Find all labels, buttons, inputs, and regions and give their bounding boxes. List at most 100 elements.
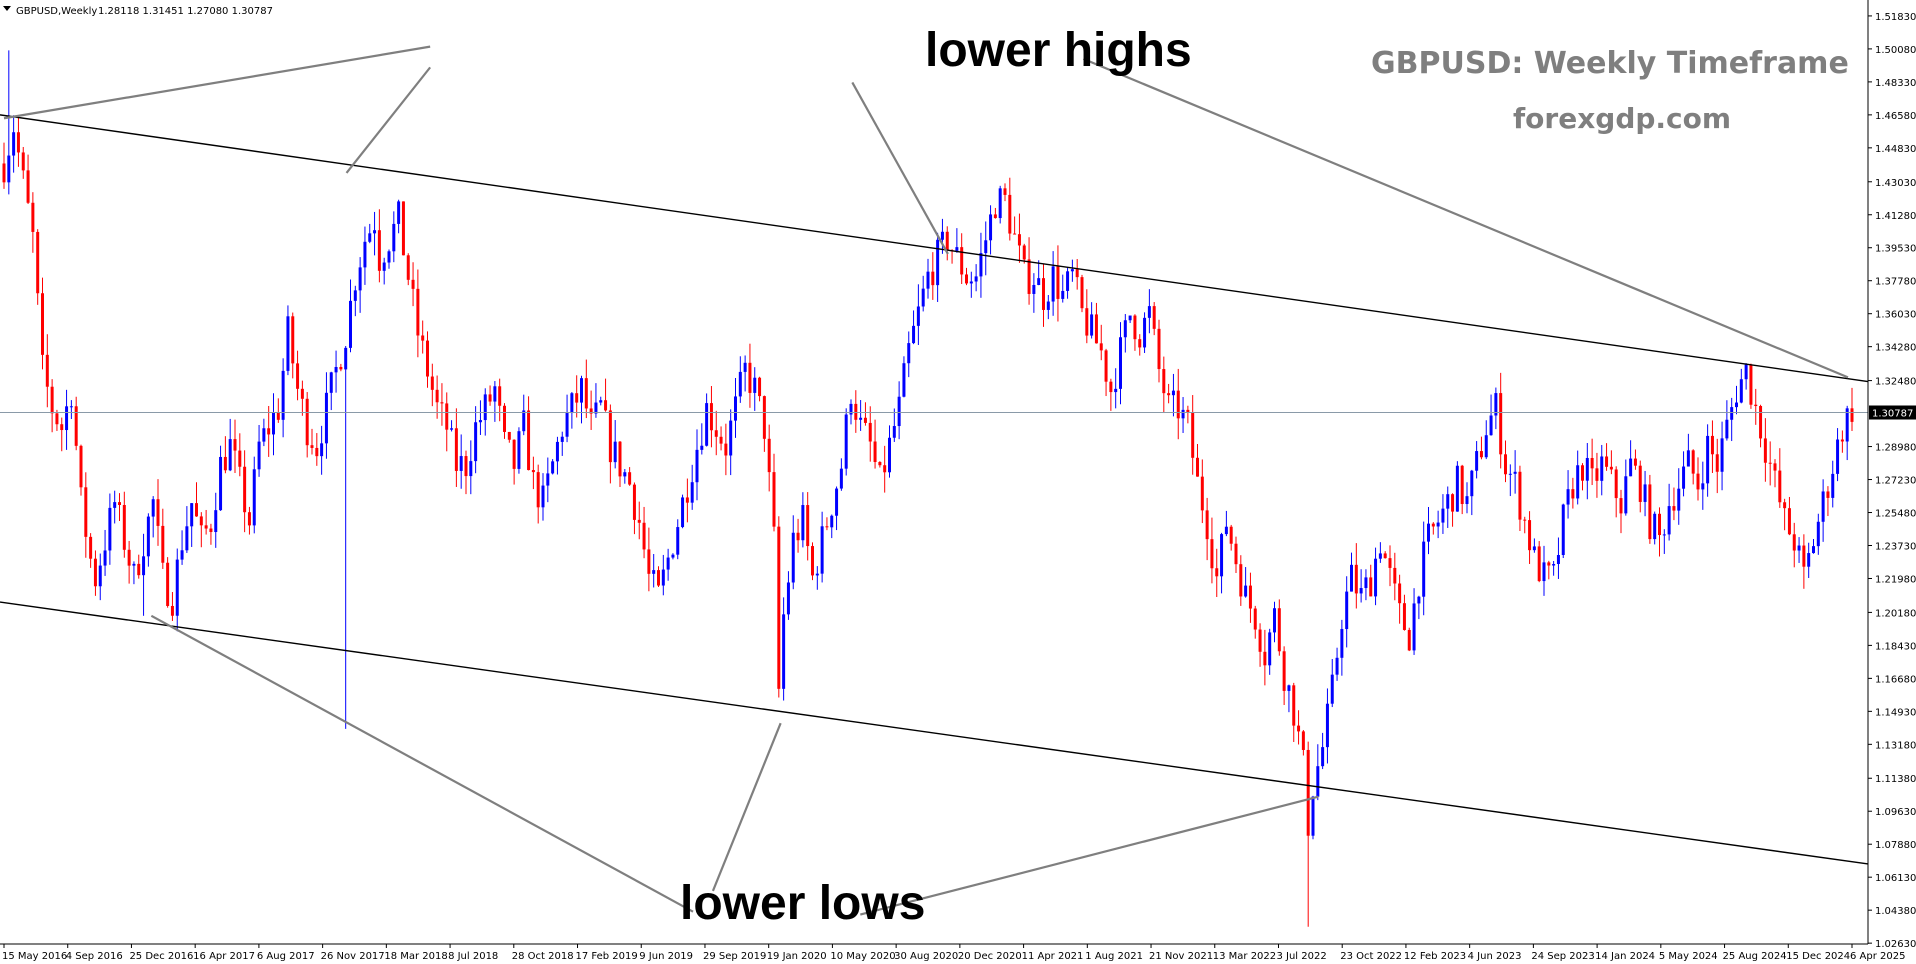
candle-body [1677,488,1681,511]
candle-body [748,362,752,393]
chart-title: GBPUSD: Weekly Timeframe [1371,46,1849,81]
candle-body [1273,608,1276,633]
candle-body [998,188,1002,219]
candle-body [1590,457,1594,469]
candle-body [1759,406,1763,439]
candle-body [1489,415,1493,436]
y-tick-label: 1.06130 [1875,873,1916,884]
candle-body [1735,402,1738,408]
annotation-arrow[interactable] [3,45,431,120]
candle-body [151,499,155,517]
candle-body [219,456,223,511]
candle-body [190,503,194,527]
y-tick-label: 1.28980 [1875,443,1916,454]
candle-body [873,441,877,463]
candle-body [1090,314,1094,336]
upper-channel-trendline[interactable] [0,114,1869,383]
candle-body [142,556,146,576]
candle-body [1532,546,1536,551]
candle-body [1364,577,1368,589]
candle-body [1470,470,1474,497]
candle-body [1552,563,1556,566]
candle-body [652,570,656,574]
candle-body [1792,534,1796,551]
annotation-arrow[interactable] [1082,57,1849,379]
candle-body [1114,388,1118,393]
candle-body [426,340,429,377]
candle-body [1441,508,1445,523]
candle-body [334,366,338,373]
lower-channel-trendline[interactable] [0,601,1869,865]
candle-body [786,582,790,615]
candle-body [1436,522,1440,527]
candle-body [329,372,333,393]
candle-body [1691,450,1695,474]
candle-body [257,441,261,470]
candle-body [1167,393,1171,396]
price-axis[interactable]: 1.51830 1.50080 1.48330 1.46580 1.44830 1.430… [1867,0,1916,950]
candle-body [931,271,935,286]
candle-body [1614,469,1618,499]
lower-lows-label: lower lows [680,877,925,930]
candle-body [469,461,473,477]
candle-body [1701,483,1705,490]
current-price-label: 1.30787 [1869,405,1916,420]
candle-body [1479,451,1483,458]
annotation-arrow[interactable] [851,81,949,255]
chart-header: GBPUSD,Weekly 1.28118 1.31451 1.27080 1.… [3,6,273,17]
annotation-arrows-layer [3,45,1849,916]
candle-body [1836,439,1840,474]
header-triangle-icon [3,6,11,11]
candle-body [146,516,150,557]
candle-body [1720,438,1724,472]
candle-body [397,201,401,224]
candle-body [1032,284,1036,294]
candle-body [55,413,59,425]
candle-body [1176,390,1180,419]
candle-body [681,497,685,528]
candle-body [1301,731,1305,750]
candle-body [1585,457,1589,481]
y-tick-label: 1.11380 [1875,774,1916,785]
candle-body [161,525,165,563]
candle-body [1104,350,1108,382]
current-price-label-bg [1869,405,1916,420]
annotation-arrow[interactable] [345,66,432,174]
y-tick-label: 1.18430 [1875,641,1916,652]
candle-body [912,325,916,344]
x-tick-label: 23 Oct 2022 [1340,951,1402,962]
candle-body [464,456,468,477]
candle-body [1696,473,1700,490]
candle-body [1725,419,1729,439]
candle-body [888,437,891,473]
candle-body [1778,470,1782,503]
lower-highs-label: lower highs [925,24,1192,77]
candle-body [79,445,83,488]
candle-body [993,214,997,219]
candle-body [676,527,680,555]
annotation-arrow[interactable] [150,614,694,913]
candle-body [815,573,819,576]
annotation-arrow[interactable] [860,795,1319,916]
candle-body [1046,301,1050,310]
candle-body [979,253,983,277]
candle-body [1345,591,1349,630]
candle-body [1119,337,1122,389]
annotation-arrow[interactable] [711,722,782,892]
candle-body [1378,553,1382,559]
x-tick-label: 14 Jan 2024 [1595,951,1655,962]
candle-body [1840,439,1844,442]
candle-body [12,132,16,156]
candle-body [84,487,88,537]
candle-body [1542,562,1546,582]
y-tick-label: 1.48330 [1875,78,1916,89]
x-tick-label: 19 Jan 2020 [767,951,827,962]
candle-body [1143,317,1147,348]
candle-body [1022,245,1026,260]
candle-body [26,170,30,203]
candle-body [16,132,20,153]
y-tick-label: 1.16680 [1875,674,1916,685]
candle-body [1350,564,1353,592]
